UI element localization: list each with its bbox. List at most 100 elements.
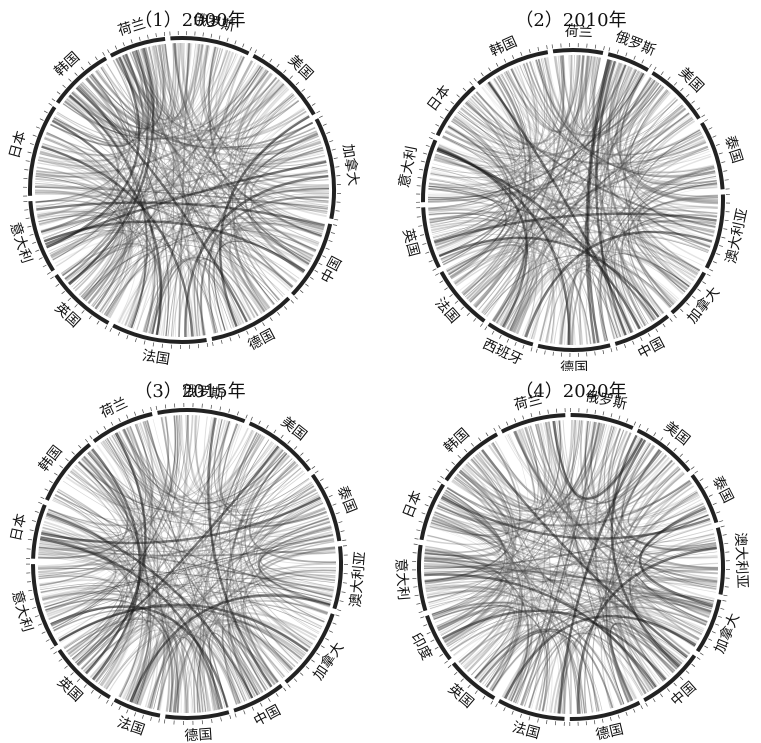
panel-title: （2）2010年	[515, 10, 627, 31]
country-arc	[112, 323, 207, 344]
country-arc	[419, 483, 445, 541]
arc-ticks	[163, 715, 232, 726]
arc-ticks	[318, 115, 342, 221]
arc-ticks	[694, 470, 724, 523]
arc-ticks	[416, 207, 437, 271]
country-label: 韩国	[488, 34, 520, 60]
arc-ticks	[535, 348, 613, 358]
country-arc	[332, 546, 344, 610]
country-arc	[477, 50, 549, 86]
country-arc	[435, 85, 476, 137]
country-arc	[248, 421, 311, 472]
country-label: 中国	[318, 254, 345, 286]
country-arc	[569, 700, 641, 722]
arc-ticks	[447, 664, 494, 705]
arc-ticks	[704, 119, 730, 190]
country-arc	[690, 473, 719, 524]
country-arc	[500, 413, 566, 434]
country-label: 德国	[184, 727, 213, 742]
country-label: 俄罗斯	[192, 11, 236, 35]
country-label: 韩国	[52, 49, 83, 80]
country-label: 英国	[399, 227, 423, 258]
country-arc	[55, 56, 108, 104]
country-arc	[614, 314, 670, 346]
arc-ticks	[415, 137, 433, 203]
country-label: 中国	[635, 335, 667, 362]
arc-ticks	[110, 702, 160, 723]
country-label: 加拿大	[309, 639, 347, 683]
country-arc	[439, 271, 486, 323]
country-label: 泰国	[334, 484, 359, 516]
country-label: 意大利	[395, 145, 420, 190]
country-label: 德国	[560, 360, 588, 371]
arc-ticks	[484, 326, 533, 352]
arc-ticks	[473, 45, 548, 82]
arc-ticks	[720, 525, 730, 597]
country-arc	[670, 271, 707, 315]
country-arc	[28, 200, 55, 272]
country-arc	[421, 207, 441, 269]
country-label: 中国	[251, 702, 283, 729]
arc-ticks	[420, 616, 448, 664]
arc-ticks	[107, 31, 166, 54]
country-arc	[643, 654, 697, 702]
country-arc	[700, 121, 725, 190]
country-arc	[636, 428, 691, 473]
arc-ticks	[250, 416, 316, 469]
country-arc	[498, 699, 565, 721]
country-label: 美国	[278, 414, 310, 444]
arc-ticks	[570, 408, 637, 426]
country-label: 法国	[141, 348, 171, 368]
country-label: 荷兰	[564, 24, 593, 41]
arc-ticks	[608, 47, 652, 68]
country-arc	[170, 35, 250, 56]
country-label: 意大利	[392, 558, 412, 601]
country-label: 韩国	[441, 426, 473, 457]
arc-ticks	[314, 470, 347, 541]
country-arc	[570, 412, 634, 430]
arc-ticks	[569, 705, 643, 726]
country-arc	[451, 662, 496, 700]
country-arc	[695, 599, 722, 653]
country-arc	[420, 139, 438, 203]
panel-title: （4）2020年	[515, 381, 627, 402]
country-label: 美国	[285, 52, 316, 83]
arc-ticks	[699, 600, 727, 656]
arc-ticks	[109, 327, 209, 349]
country-label: 泰国	[721, 134, 745, 166]
arc-ticks	[26, 501, 43, 559]
panel-2020: （4）2020年 美国 泰国 澳大利亚 加拿大 中国 德国 法国 英国 印度 意大利 日本 韩国 荷兰俄…	[381, 371, 761, 742]
arc-ticks	[412, 543, 423, 614]
country-arc	[211, 296, 291, 341]
country-arc	[57, 648, 111, 700]
arc-ticks	[50, 276, 108, 330]
arc-ticks	[40, 438, 89, 500]
country-arc	[537, 343, 611, 352]
panel-2000: （1）2000年 美国 加拿大 中国 德国 法国 英国 意大利 日本 韩国 荷兰 俄罗斯	[0, 0, 380, 371]
arc-ticks	[551, 42, 605, 51]
country-arc	[487, 322, 534, 347]
arc-ticks	[51, 52, 105, 102]
country-label: 俄罗斯	[584, 389, 628, 413]
arc-ticks	[287, 614, 340, 688]
arc-ticks	[615, 318, 673, 351]
country-label: 法国	[115, 714, 147, 738]
country-arc	[45, 443, 92, 501]
country-label: 俄罗斯	[613, 29, 658, 59]
country-label: 德国	[594, 722, 625, 742]
country-label: 日本	[424, 83, 454, 115]
country-arc	[31, 504, 47, 559]
country-arc	[291, 223, 333, 296]
country-arc	[157, 408, 246, 424]
country-arc	[233, 683, 283, 713]
country-arc	[444, 432, 499, 482]
country-arc	[715, 527, 725, 595]
country-arc	[704, 194, 725, 269]
arc-ticks	[673, 273, 711, 319]
arc-ticks	[155, 402, 248, 419]
country-label: 日本	[8, 512, 30, 543]
country-label: 中国	[668, 679, 700, 710]
